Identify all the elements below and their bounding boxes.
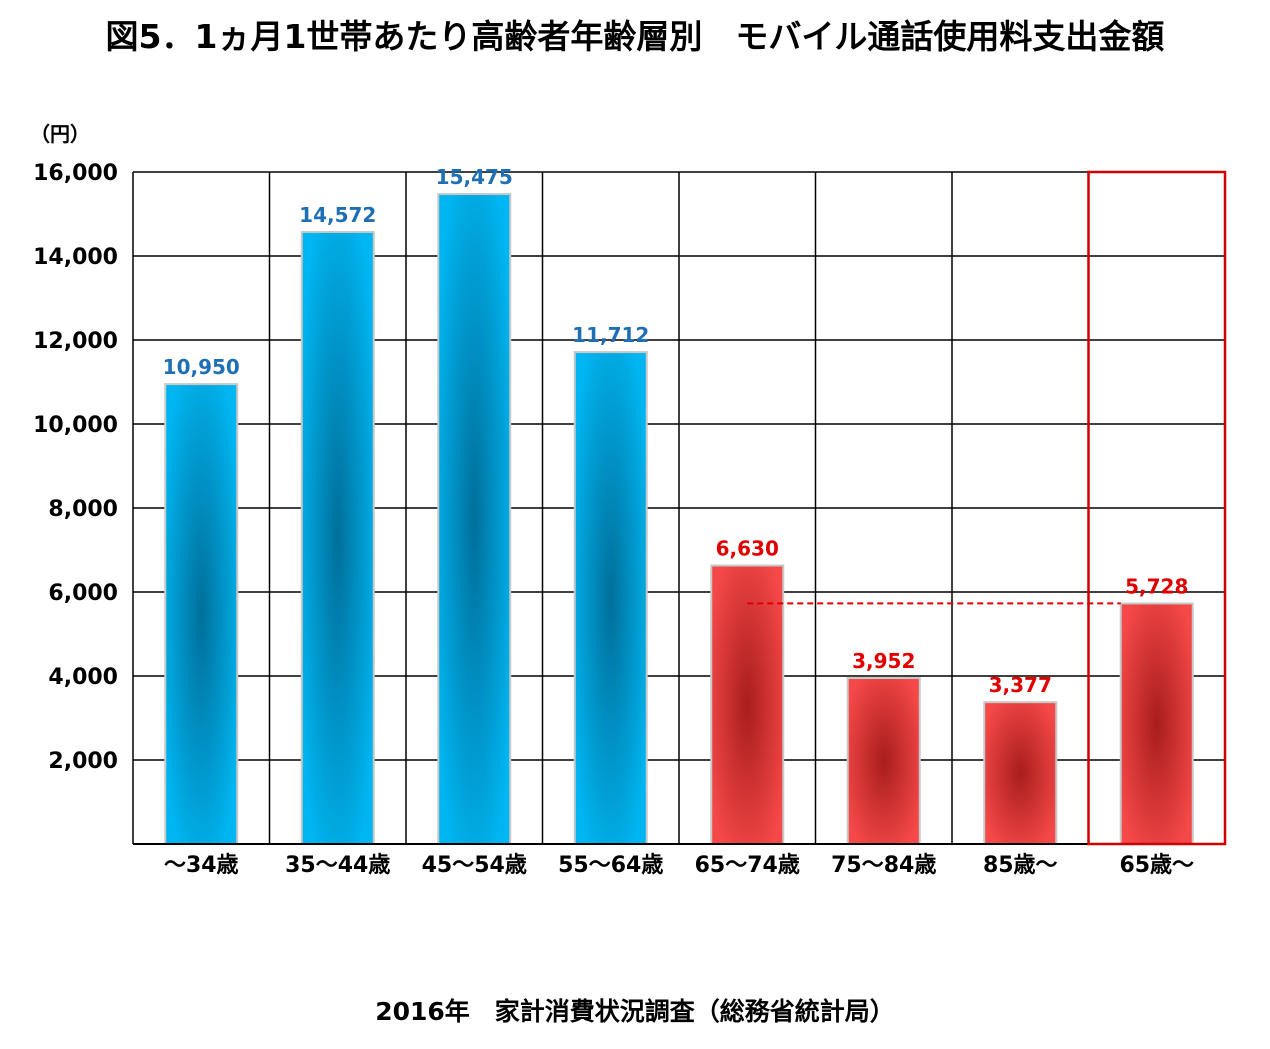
y-tick-label: 10,000 — [33, 413, 118, 438]
bar — [300, 230, 375, 845]
value-labels: 10,950 14,572 15,475 11,712 6,630 3,952 3,377 5… — [163, 165, 1189, 697]
y-tick-label: 2,000 — [48, 749, 118, 774]
x-tick-label: 75～84歳 — [831, 853, 936, 878]
bar — [983, 701, 1058, 846]
value-label: 3,377 — [989, 673, 1052, 697]
x-tick-label: 55～64歳 — [558, 853, 663, 878]
x-tick-label: 65～74歳 — [695, 853, 800, 878]
y-tick-label: 4,000 — [48, 665, 118, 690]
bar — [437, 193, 512, 846]
y-axis-unit-label: （円） — [30, 122, 90, 146]
bar — [846, 677, 921, 845]
y-tick-label: 12,000 — [33, 329, 118, 354]
value-label: 15,475 — [436, 165, 513, 189]
x-tick-label: ～34歳 — [164, 853, 239, 878]
y-tick-label: 16,000 — [33, 161, 118, 186]
source-note: 2016年 家計消費状況調査（総務省統計局） — [375, 997, 895, 1026]
axes: 2,000 4,000 6,000 8,000 10,000 12,000 14,000 16… — [33, 161, 1227, 878]
bar — [710, 564, 785, 845]
x-tick-label: 35～44歳 — [285, 853, 390, 878]
bar — [1119, 602, 1194, 846]
y-tick-label: 8,000 — [48, 497, 118, 522]
x-tick-label: 45～54歳 — [422, 853, 527, 878]
highlight-box — [1087, 170, 1227, 846]
value-label: 11,712 — [572, 323, 649, 347]
value-label: 3,952 — [852, 649, 915, 673]
bars — [164, 193, 1194, 846]
y-tick-label: 6,000 — [48, 581, 118, 606]
value-label: 14,572 — [299, 203, 376, 227]
x-tick-label: 65歳～ — [1119, 853, 1194, 878]
chart-title: 図5．1ヵ月1世帯あたり高齢者年齢層別 モバイル通話使用料支出金額 — [105, 17, 1165, 56]
value-label: 5,728 — [1125, 574, 1188, 598]
value-label: 6,630 — [716, 537, 779, 561]
value-label: 10,950 — [163, 355, 240, 379]
grid — [132, 171, 1226, 844]
bar — [164, 383, 239, 845]
bar — [573, 351, 648, 845]
x-tick-label: 85歳～ — [983, 853, 1058, 878]
y-tick-label: 14,000 — [33, 245, 118, 270]
